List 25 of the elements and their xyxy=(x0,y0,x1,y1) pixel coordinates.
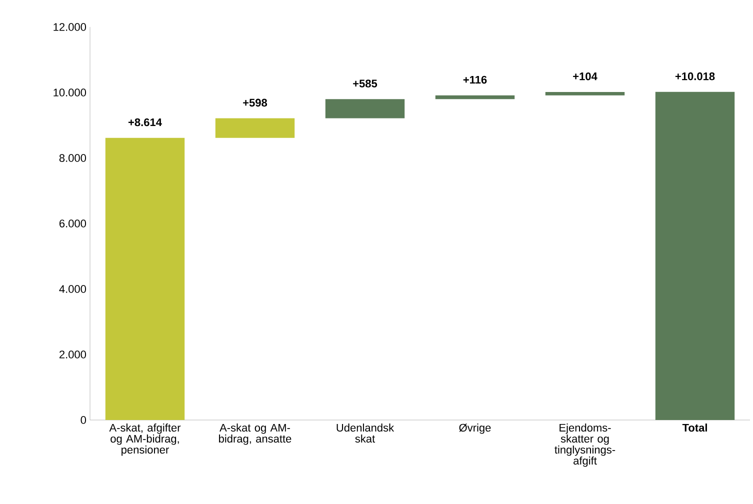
data-label: +104 xyxy=(573,72,598,80)
x-tick-label: A-skat og AM-bidrag, ansatte xyxy=(219,424,292,445)
data-label: +585 xyxy=(353,80,378,88)
y-tick-label: 12.000 xyxy=(54,23,86,31)
x-tick-label: Udenlandsk skat xyxy=(336,424,394,443)
x-tick-label: Total xyxy=(682,424,707,432)
y-tick-label: 8.000 xyxy=(59,154,86,162)
x-tick-label: Ejendoms-skatter og tinglysnings-afgift xyxy=(554,424,616,467)
bar xyxy=(105,138,185,420)
bar xyxy=(545,92,625,96)
x-tick-label: A-skat, afgifter og AM-bidrag, pensioner xyxy=(109,424,181,456)
x-tick-label: Øvrige xyxy=(459,424,491,434)
data-label: +598 xyxy=(243,98,268,107)
y-tick-label: 10.000 xyxy=(54,88,86,96)
data-label: +8.614 xyxy=(128,118,162,126)
y-tick-label: 0 xyxy=(80,416,86,424)
data-label: +10.018 xyxy=(675,72,715,80)
y-tick-label: 4.000 xyxy=(59,285,86,293)
bar xyxy=(435,95,515,100)
y-tick-label: 2.000 xyxy=(59,350,86,358)
y-tick-label: 6.000 xyxy=(60,220,86,228)
bar xyxy=(655,92,735,420)
bar xyxy=(215,118,295,138)
bar xyxy=(325,99,405,118)
data-label: +116 xyxy=(463,76,487,84)
